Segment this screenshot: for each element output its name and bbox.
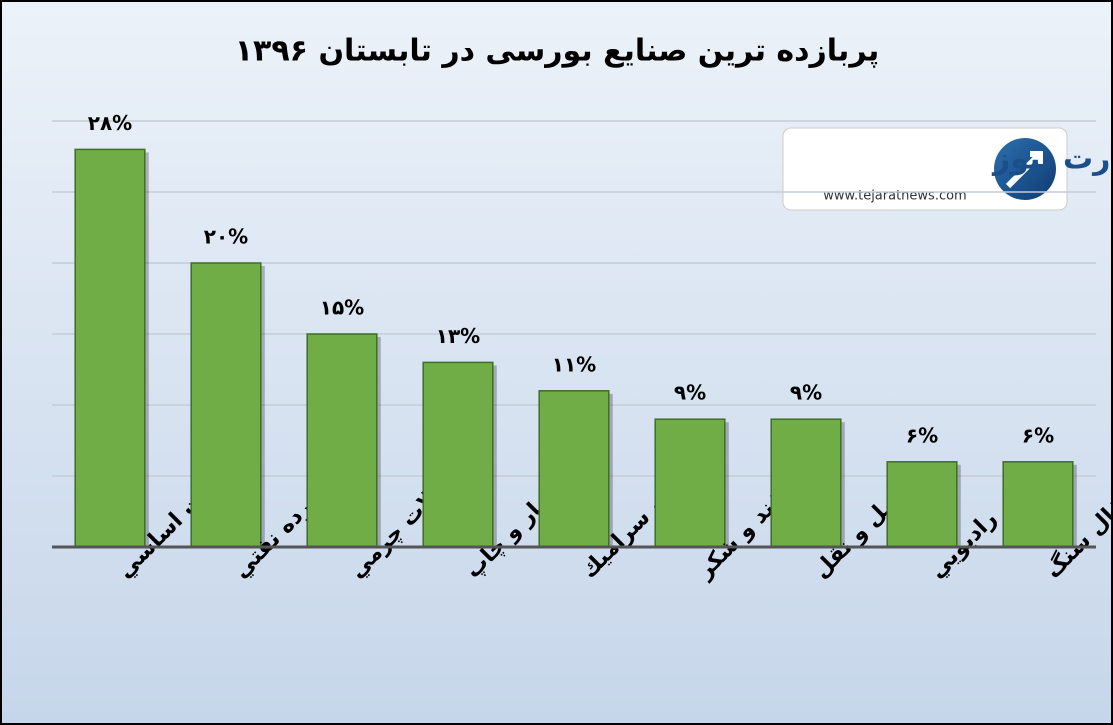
bar xyxy=(422,361,494,548)
bar xyxy=(886,461,958,548)
bar xyxy=(770,418,842,548)
bar xyxy=(538,390,610,548)
bar xyxy=(654,418,726,548)
bar xyxy=(306,333,378,548)
logo-box xyxy=(782,127,1068,211)
bar xyxy=(190,262,262,548)
value-label: ۶% xyxy=(1022,423,1054,447)
chart-title: پربازده ترین صنایع بورسی در تابستان ۱۳۹۶ xyxy=(235,34,880,69)
value-label: ۱۱% xyxy=(552,352,596,376)
logo-url: www.tejaratnews.com xyxy=(823,189,966,204)
value-label: ۹% xyxy=(790,381,822,405)
logo: تجارت نیوز www.tejaratnews.com xyxy=(782,127,1113,211)
value-label: ۶% xyxy=(906,423,938,447)
bar xyxy=(74,148,146,548)
logo-arrow xyxy=(1005,151,1043,189)
bar xyxy=(1002,461,1074,548)
value-label: ۱۵% xyxy=(320,296,364,320)
value-label: ۹% xyxy=(674,381,706,405)
value-label: ۱۳% xyxy=(436,324,480,348)
value-label: ۲۰% xyxy=(204,225,248,249)
logo-text: تجارت نیوز xyxy=(991,142,1113,177)
value-label: ۲۸% xyxy=(88,111,132,135)
